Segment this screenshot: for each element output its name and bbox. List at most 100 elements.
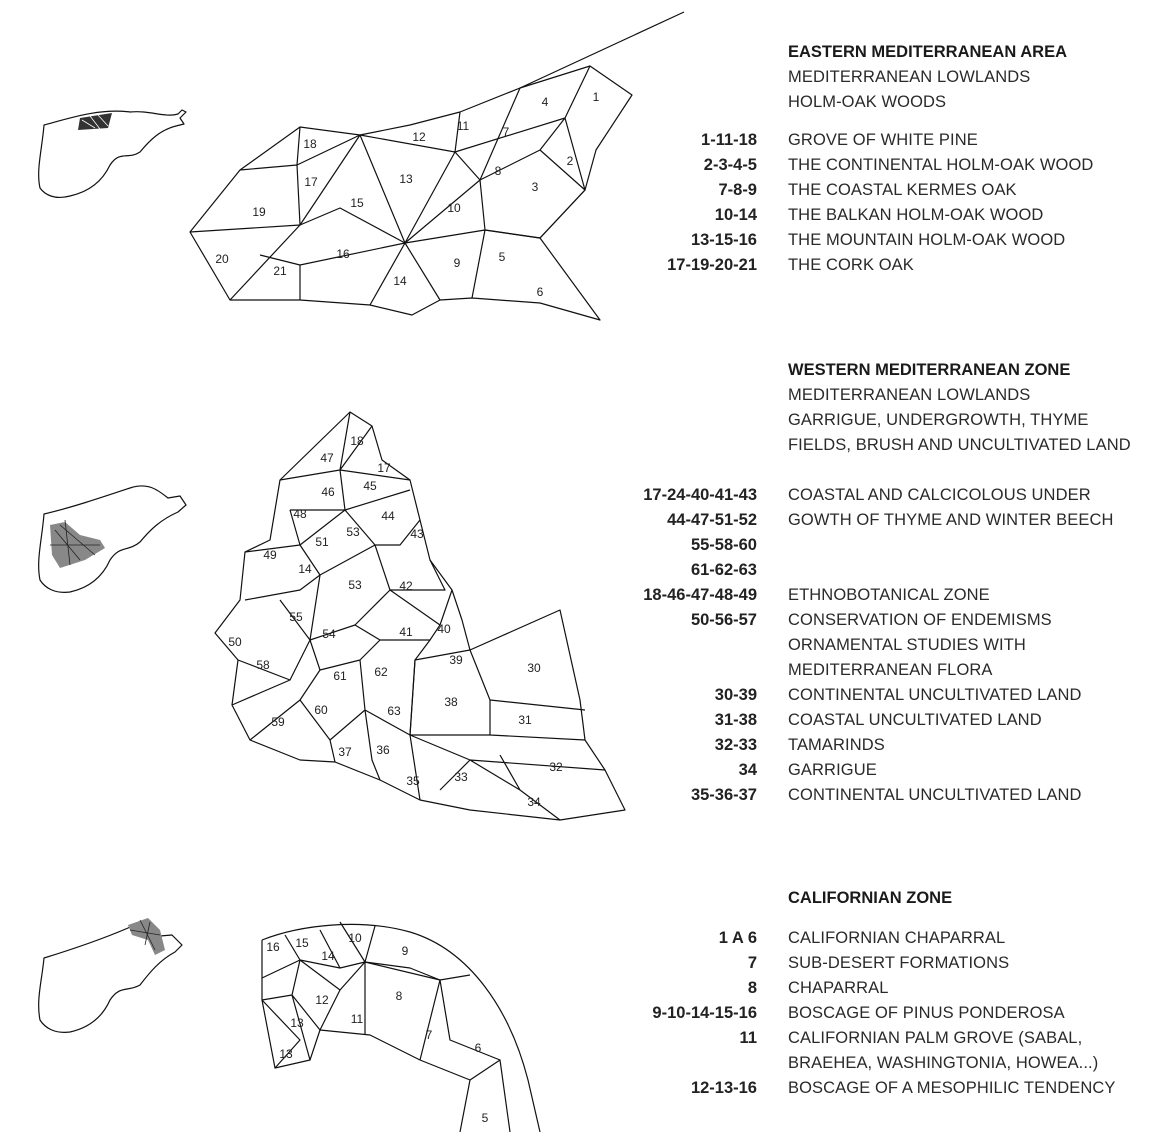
legend-code: 18-46-47-48-49 <box>643 586 757 604</box>
legend-code: 55-58-60 <box>690 536 757 554</box>
western-plot-label: 36 <box>376 743 390 757</box>
map-number-labels: 1234567891011121314151617181920211847174… <box>215 90 599 1125</box>
legend-western: WESTERN MEDITERRANEAN ZONE MEDITERRANEAN… <box>0 358 1165 808</box>
eastern-locator-highlight <box>78 113 112 130</box>
legend-code: 1-11-18 <box>701 131 757 149</box>
western-plot-label: 31 <box>518 713 532 727</box>
eastern-plot-label: 14 <box>393 274 407 288</box>
legend-code: 8 <box>747 979 757 997</box>
western-plot-label: 50 <box>228 635 242 649</box>
legend-code: 61-62-63 <box>690 561 757 579</box>
eastern-plot-label: 13 <box>399 172 413 186</box>
eastern-plot-label: 3 <box>532 180 539 194</box>
legend-text: COASTAL UNCULTIVATED LAND <box>788 711 1042 729</box>
western-plot-label: 18 <box>350 434 364 448</box>
legend-code: 34 <box>738 761 757 779</box>
western-plot-label: 54 <box>322 627 336 641</box>
legend-text: COASTAL AND CALCICOLOUS UNDER <box>788 486 1091 504</box>
legend-code: 31-38 <box>714 711 757 729</box>
western-plot-label: 42 <box>399 579 413 593</box>
eastern-plot-label: 11 <box>457 119 470 133</box>
western-plot-label: 58 <box>256 658 270 672</box>
legend-code: 12-13-16 <box>690 1079 757 1097</box>
subtitle-line: GARRIGUE, UNDERGROWTH, THYME <box>788 411 1089 429</box>
legend-code: 17-24-40-41-43 <box>643 486 757 504</box>
western-plot-label: 33 <box>454 770 468 784</box>
legend-code: 11 <box>739 1029 757 1047</box>
legend-code: 44-47-51-52 <box>667 511 757 529</box>
legend-text: CONTINENTAL UNCULTIVATED LAND <box>788 686 1082 704</box>
western-plot-label: 51 <box>315 535 329 549</box>
legend-text: GOWTH OF THYME AND WINTER BEECH <box>788 511 1114 529</box>
legend-code: 9-10-14-15-16 <box>652 1004 757 1022</box>
eastern-plot-label: 1 <box>593 90 600 104</box>
californian-plot-label: 5 <box>482 1111 489 1125</box>
californian-plot-label: 13 <box>290 1016 304 1030</box>
eastern-plot-label: 4 <box>542 95 549 109</box>
californian-plot-label: 14 <box>321 949 335 963</box>
californian-plot-label: 8 <box>396 989 403 1003</box>
legend-code: 7 <box>747 954 757 972</box>
western-plot-label: 14 <box>298 562 312 576</box>
eastern-plot-label: 12 <box>412 130 426 144</box>
western-plot-label: 44 <box>381 509 395 523</box>
californian-plot-label: 10 <box>348 931 362 945</box>
californian-plot-label: 13 <box>279 1047 293 1061</box>
western-plot-label: 53 <box>348 578 362 592</box>
eastern-plot-label: 19 <box>252 205 266 219</box>
legend-text: ORNAMENTAL STUDIES WITH <box>788 636 1026 654</box>
californian-plot-label: 9 <box>402 944 409 958</box>
legend-code: 1 A 6 <box>718 929 757 947</box>
legend-text: CHAPARRAL <box>788 979 889 997</box>
western-plot-label: 62 <box>374 665 388 679</box>
eastern-plot-label: 2 <box>567 154 574 168</box>
legend-californian: CALIFORNIAN ZONE 1 A 6 CALIFORNIAN CHAPAR… <box>0 886 1165 1101</box>
eastern-plot-label: 20 <box>215 252 229 266</box>
subtitle-line: FIELDS, BRUSH AND UNCULTIVATED LAND <box>788 436 1131 454</box>
californian-plot-label: 6 <box>475 1041 482 1055</box>
western-plot-label: 61 <box>333 669 347 683</box>
californian-locator-map <box>38 918 183 1033</box>
western-plot-label: 34 <box>527 795 541 809</box>
legend-eastern: EASTERN MEDITERRANEAN AREA MEDITERRANEAN… <box>0 40 1165 278</box>
legend-code: 17-19-20-21 <box>667 256 757 274</box>
legend-text: CONTINENTAL UNCULTIVATED LAND <box>788 786 1082 804</box>
legend-code: 50-56-57 <box>690 611 757 629</box>
legend-text: SUB-DESERT FORMATIONS <box>788 954 1010 972</box>
western-plot-label: 46 <box>321 485 335 499</box>
legend-text: CALIFORNIAN PALM GROVE (SABAL, <box>788 1029 1083 1047</box>
eastern-plot-label: 6 <box>537 285 544 299</box>
western-plot-label: 60 <box>314 703 328 717</box>
legend-text: GARRIGUE <box>788 761 877 779</box>
legend-text: THE COASTAL KERMES OAK <box>788 181 1017 199</box>
western-plot-label: 63 <box>387 704 401 718</box>
western-plan <box>214 411 626 821</box>
legend-code: 7-8-9 <box>718 181 757 199</box>
western-plot-label: 30 <box>527 661 541 675</box>
western-plot-label: 48 <box>293 507 307 521</box>
eastern-locator-map <box>38 109 187 199</box>
californian-plot-label: 7 <box>426 1028 433 1042</box>
eastern-plot-label: 17 <box>304 175 318 189</box>
subtitle-line: MEDITERRANEAN LOWLANDS <box>788 386 1031 404</box>
section-title: WESTERN MEDITERRANEAN ZONE <box>788 361 1071 379</box>
section-title: EASTERN MEDITERRANEAN AREA <box>788 43 1067 61</box>
eastern-plot-label: 8 <box>495 164 502 178</box>
western-plot-label: 41 <box>399 625 413 639</box>
western-plot-label: 45 <box>363 479 377 493</box>
western-plot-label: 43 <box>410 527 424 541</box>
californian-plot-label: 11 <box>351 1012 364 1026</box>
eastern-plan <box>189 11 685 321</box>
eastern-plot-label: 16 <box>336 247 350 261</box>
legend-text: BRAEHEA, WASHINGTONIA, HOWEA...) <box>788 1054 1099 1072</box>
subtitle-line: MEDITERRANEAN LOWLANDS <box>788 68 1031 86</box>
western-plot-label: 40 <box>437 622 451 636</box>
legend-text: THE CORK OAK <box>788 256 914 274</box>
legend-text: CALIFORNIAN CHAPARRAL <box>788 929 1006 947</box>
legend-text: ETHNOBOTANICAL ZONE <box>788 586 990 604</box>
legend-text: MEDITERRANEAN FLORA <box>788 661 993 679</box>
legend-text: TAMARINDS <box>788 736 885 754</box>
legend-text: THE BALKAN HOLM-OAK WOOD <box>788 206 1044 224</box>
western-plot-label: 17 <box>377 461 391 475</box>
